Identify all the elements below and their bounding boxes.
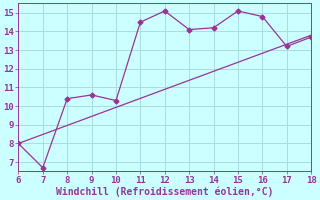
X-axis label: Windchill (Refroidissement éolien,°C): Windchill (Refroidissement éolien,°C) — [56, 186, 274, 197]
